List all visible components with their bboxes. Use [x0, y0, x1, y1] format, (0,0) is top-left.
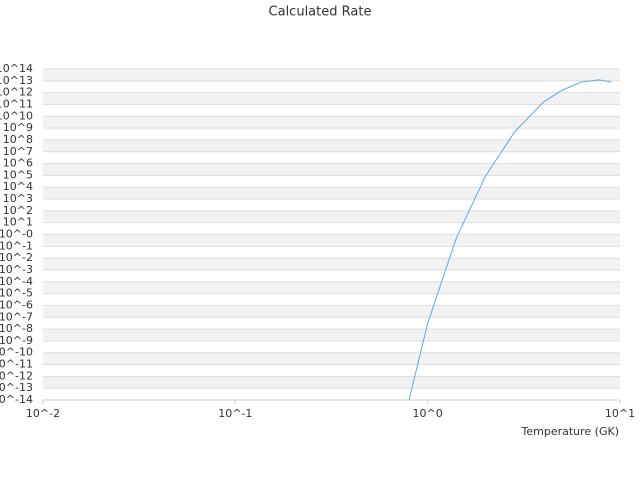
- grid-band: [43, 69, 620, 81]
- grid-band: [43, 376, 620, 389]
- y-tick-label: 10^1: [3, 216, 33, 229]
- y-tick-label: 10^3: [3, 192, 33, 205]
- y-tick-label: 10^-4: [0, 275, 33, 288]
- x-tick-label: 10^-2: [26, 407, 60, 420]
- y-tick-label: 10^-1: [0, 239, 33, 252]
- y-tick-label: 10^-12: [0, 369, 33, 382]
- y-tick-label: 10^-10: [0, 346, 33, 359]
- grid-band: [43, 329, 620, 341]
- y-tick-label: 10^12: [0, 86, 33, 99]
- x-axis-label: Temperature (GK): [521, 425, 620, 438]
- y-tick-label: 10^-8: [0, 322, 33, 335]
- y-tick-label: 10^-7: [0, 310, 33, 323]
- y-tick-label: 10^2: [3, 204, 33, 217]
- grid-band: [43, 258, 620, 270]
- grid-band: [43, 92, 620, 105]
- y-tick-label: 10^-14: [0, 393, 33, 406]
- y-tick-label: 10^-13: [0, 381, 33, 394]
- grid-band: [43, 116, 620, 129]
- y-tick-label: 10^-3: [0, 263, 33, 276]
- x-tick-label: 10^1: [605, 407, 635, 420]
- y-tick-label: 10^14: [0, 62, 33, 75]
- grid-band: [43, 139, 620, 152]
- y-tick-label: 10^4: [3, 180, 33, 193]
- grid-band: [43, 305, 620, 318]
- y-tick-label: 10^-2: [0, 251, 33, 264]
- y-tick-label: 10^-0: [0, 228, 33, 241]
- x-tick-label: 10^-1: [218, 407, 252, 420]
- grid-band: [43, 281, 620, 294]
- grid-band: [43, 163, 620, 176]
- y-tick-label: 10^10: [0, 109, 33, 122]
- y-tick-label: 10^-9: [0, 334, 33, 347]
- data-line: [408, 79, 612, 401]
- y-tick-label: 10^11: [0, 97, 33, 110]
- grid-band: [43, 187, 620, 200]
- y-tick-label: 10^-5: [0, 287, 33, 300]
- y-tick-label: 10^5: [3, 168, 33, 181]
- grid-band: [43, 210, 620, 223]
- y-tick-label: 10^9: [3, 121, 33, 134]
- grid-band: [43, 352, 620, 365]
- y-tick-label: 10^13: [0, 74, 33, 87]
- y-tick-label: 10^-11: [0, 358, 33, 371]
- y-tick-label: 10^-6: [0, 298, 33, 311]
- y-tick-label: 10^6: [3, 157, 33, 170]
- y-tick-label: 10^8: [3, 133, 33, 146]
- y-tick-label: 10^7: [3, 145, 33, 158]
- chart-title: Calculated Rate: [269, 5, 372, 20]
- x-tick-label: 10^0: [413, 407, 443, 420]
- grid-band: [43, 234, 620, 247]
